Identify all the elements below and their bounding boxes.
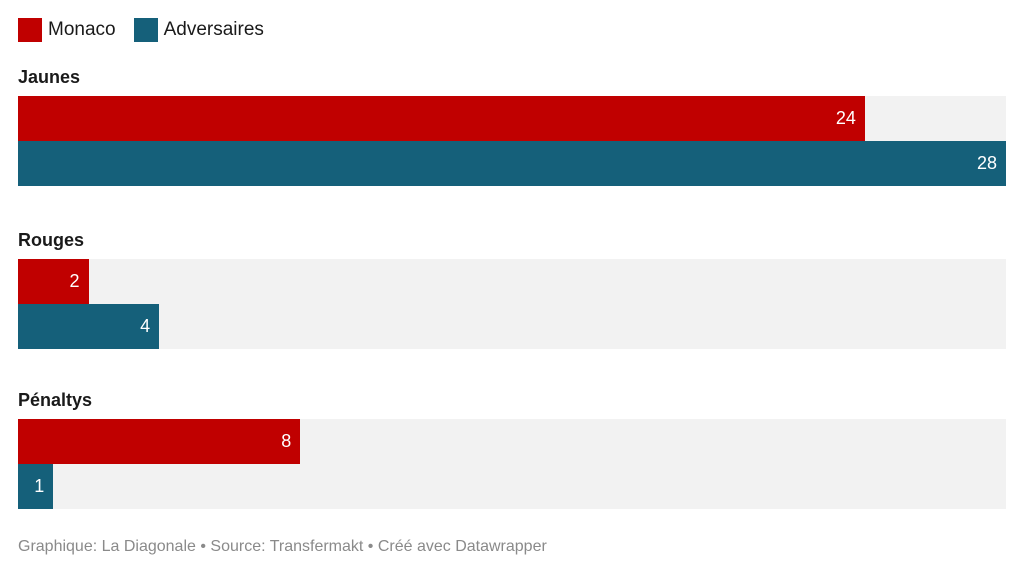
legend-item-adversaires: Adversaires [133,18,264,42]
bar-value-jaunes-monaco: 24 [835,108,856,128]
legend-item-monaco: Monaco [18,18,116,42]
category-label-rouges: Rouges [18,230,85,250]
bar-value-penaltys-adversaires: 1 [34,476,45,496]
bar-track-rouges-monaco: 2 [18,259,1006,304]
bar-track-jaunes-monaco: 24 [18,96,1006,141]
footer-credit: Graphique: La Diagonale • Source: Transf… [18,538,547,555]
bar-track-jaunes-adversaires: 28 [18,141,1006,186]
bar-jaunes-adversaires: 28 [18,141,1006,186]
bar-value-rouges-adversaires: 4 [140,316,151,336]
legend-label-monaco: Monaco [48,19,116,40]
legend-label-adversaires: Adversaires [163,19,264,40]
bar-penaltys-adversaires: 1 [18,464,54,509]
bar-jaunes-monaco: 24 [18,96,865,141]
bar-rouges-monaco: 2 [18,259,89,304]
legend-swatch-monaco [18,18,42,42]
bar-track-rouges-adversaires: 4 [18,304,1006,349]
bar-track-penaltys-adversaires: 1 [18,464,1006,509]
bar-value-rouges-monaco: 2 [69,271,80,291]
legend: Monaco Adversaires [18,18,282,42]
category-label-jaunes: Jaunes [18,67,81,87]
bar-value-penaltys-monaco: 8 [281,431,292,451]
legend-swatch-adversaires [133,18,158,42]
bar-track-penaltys-monaco: 8 [18,419,1006,464]
bar-penaltys-monaco: 8 [18,419,301,464]
category-label-penaltys: Pénaltys [18,390,93,410]
bar-rouges-adversaires: 4 [18,304,160,349]
bar-value-jaunes-adversaires: 28 [976,153,997,173]
